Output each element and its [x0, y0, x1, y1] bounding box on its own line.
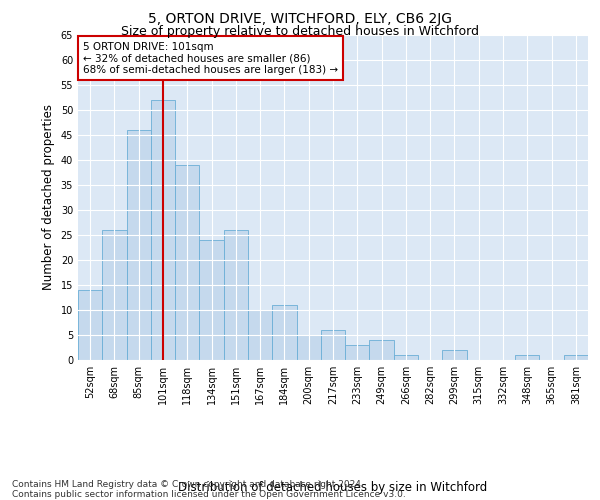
Bar [345, 345, 370, 360]
Bar [442, 350, 467, 360]
Bar [248, 310, 272, 360]
Bar [102, 230, 127, 360]
Bar [564, 355, 588, 360]
Y-axis label: Number of detached properties: Number of detached properties [42, 104, 55, 290]
Bar [127, 130, 151, 360]
Text: 5 ORTON DRIVE: 101sqm
← 32% of detached houses are smaller (86)
68% of semi-deta: 5 ORTON DRIVE: 101sqm ← 32% of detached … [83, 42, 338, 74]
Bar [370, 340, 394, 360]
X-axis label: Distribution of detached houses by size in Witchford: Distribution of detached houses by size … [178, 480, 488, 494]
Bar [151, 100, 175, 360]
Bar [199, 240, 224, 360]
Bar [272, 305, 296, 360]
Bar [224, 230, 248, 360]
Text: Contains HM Land Registry data © Crown copyright and database right 2024.: Contains HM Land Registry data © Crown c… [12, 480, 364, 489]
Bar [175, 165, 199, 360]
Text: 5, ORTON DRIVE, WITCHFORD, ELY, CB6 2JG: 5, ORTON DRIVE, WITCHFORD, ELY, CB6 2JG [148, 12, 452, 26]
Bar [394, 355, 418, 360]
Bar [321, 330, 345, 360]
Bar [515, 355, 539, 360]
Bar [78, 290, 102, 360]
Text: Size of property relative to detached houses in Witchford: Size of property relative to detached ho… [121, 25, 479, 38]
Bar [296, 335, 321, 360]
Text: Contains public sector information licensed under the Open Government Licence v3: Contains public sector information licen… [12, 490, 406, 499]
